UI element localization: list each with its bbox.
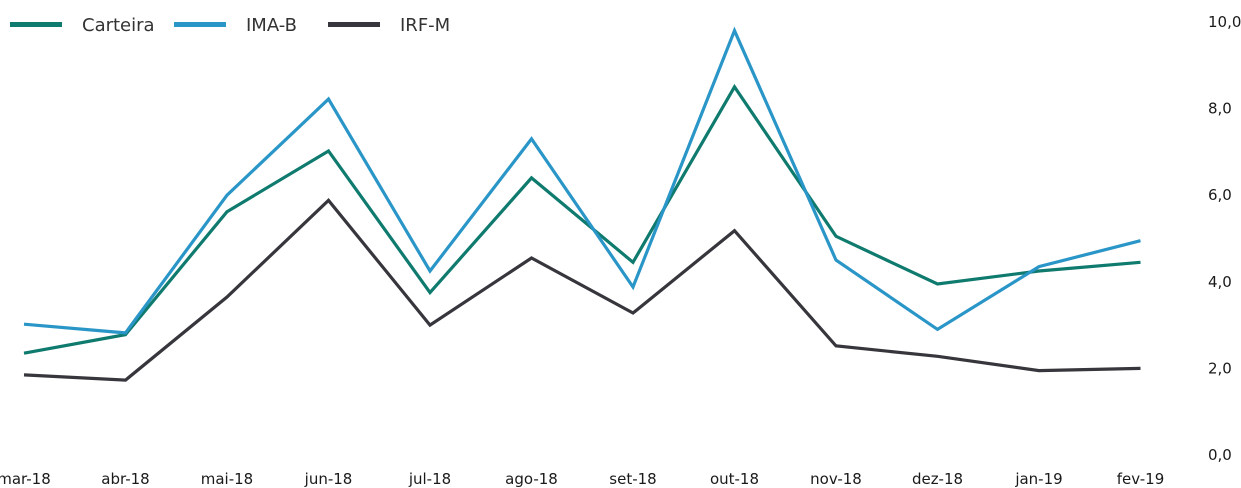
x-tick-label: out-18	[710, 470, 759, 488]
x-tick-label: jan-19	[1014, 470, 1062, 488]
x-axis: mar-18 abr-18 mai-18 jun-18 jul-18 ago-18 set-…	[0, 470, 1164, 488]
x-tick-label: jul-18	[408, 470, 451, 488]
y-axis: 0,0 2,0 4,0 6,0 8,0 10,0	[1208, 13, 1241, 464]
x-tick-label: jun-18	[304, 470, 353, 488]
legend: Carteira IMA-B IRF-M	[10, 15, 450, 36]
series-layer	[23, 26, 1141, 382]
y-tick-label: 2,0	[1208, 359, 1232, 377]
x-tick-label: mai-18	[201, 470, 253, 488]
y-tick-label: 4,0	[1208, 273, 1232, 291]
y-tick-label: 0,0	[1208, 446, 1232, 464]
legend-swatch	[174, 22, 226, 27]
series-line-irf-m	[23, 198, 1141, 382]
legend-label: Carteira	[82, 15, 155, 36]
legend-swatch	[10, 22, 62, 27]
legend-item: IRF-M	[328, 15, 450, 36]
series-line-carteira	[23, 83, 1141, 355]
x-tick-label: fev-19	[1117, 470, 1164, 488]
legend-item: IMA-B	[174, 15, 297, 36]
legend-swatch	[328, 22, 380, 27]
y-tick-label: 6,0	[1208, 186, 1232, 204]
legend-label: IMA-B	[246, 15, 297, 36]
x-tick-label: ago-18	[505, 470, 558, 488]
legend-item: Carteira	[10, 15, 155, 36]
x-tick-label: mar-18	[0, 470, 51, 488]
x-tick-label: set-18	[609, 470, 656, 488]
y-tick-label: 8,0	[1208, 100, 1232, 118]
y-tick-label: 10,0	[1208, 13, 1241, 31]
x-tick-label: abr-18	[101, 470, 149, 488]
series-line-ima-b	[23, 26, 1141, 335]
x-tick-label: dez-18	[912, 470, 963, 488]
legend-label: IRF-M	[400, 15, 450, 36]
x-tick-label: nov-18	[810, 470, 862, 488]
